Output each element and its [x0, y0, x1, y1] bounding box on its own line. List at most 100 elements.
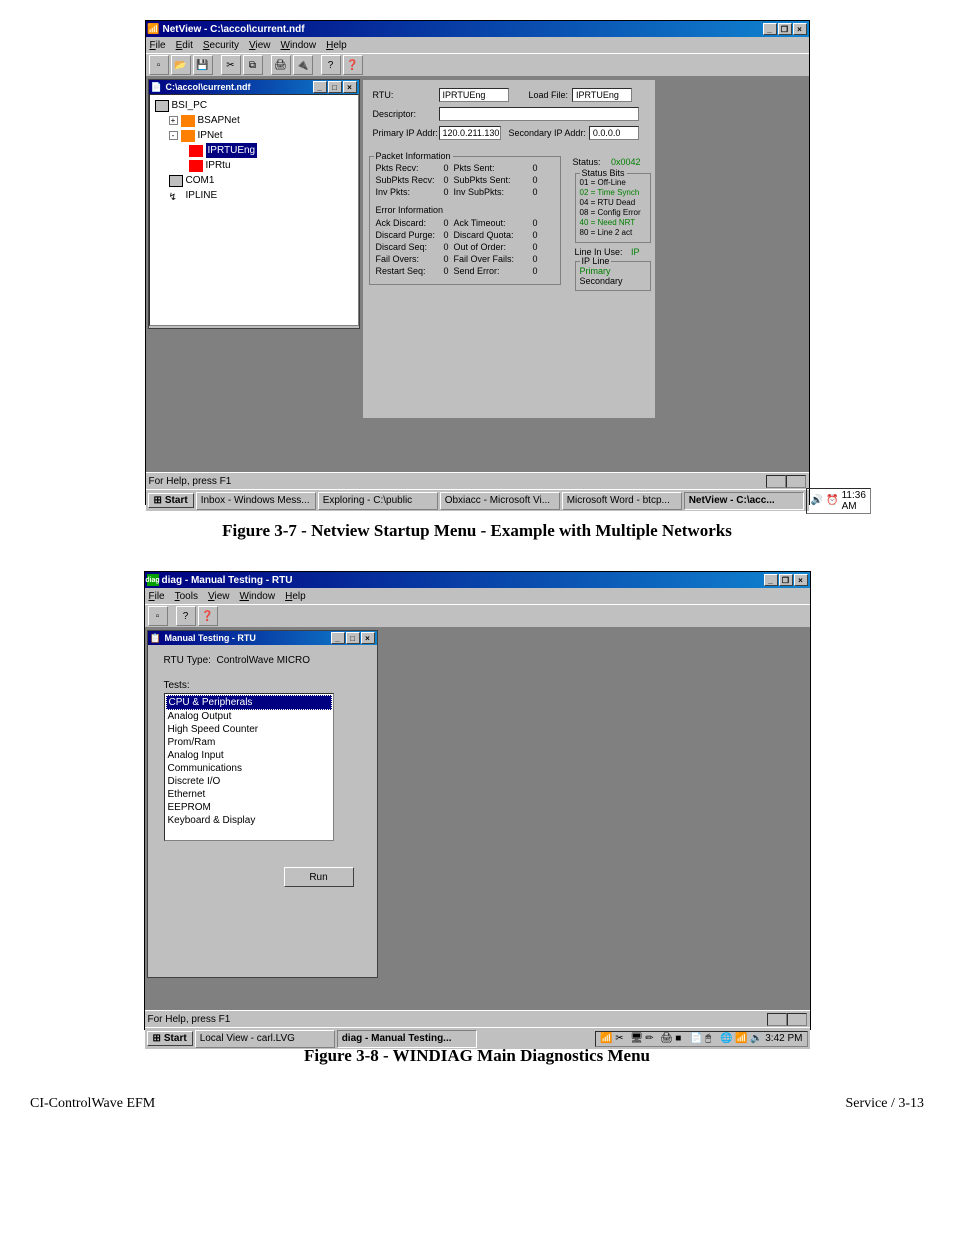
- tests-listbox[interactable]: CPU & PeripheralsAnalog OutputHigh Speed…: [164, 693, 334, 841]
- menu-help[interactable]: Help: [285, 591, 306, 602]
- minimize-button[interactable]: _: [763, 23, 777, 35]
- menu-file[interactable]: File: [149, 591, 165, 602]
- rtu-type-label: RTU Type:: [164, 655, 211, 666]
- task-obxiacc[interactable]: Obxiacc - Microsoft Vi...: [440, 492, 560, 510]
- tree-body[interactable]: BSI_PC +BSAPNet -IPNet IPRTUEng IPRtu CO…: [149, 94, 359, 326]
- task-netview[interactable]: NetView - C:\acc...: [684, 492, 804, 510]
- menu-view[interactable]: View: [249, 40, 271, 51]
- line-icon: ↯: [169, 190, 183, 202]
- start-button[interactable]: ⊞ Start: [148, 493, 194, 508]
- test-item[interactable]: EEPROM: [166, 801, 332, 814]
- tree-node-ipnet[interactable]: -IPNet: [153, 128, 355, 143]
- diag-close[interactable]: ×: [794, 574, 808, 586]
- diag-screenshot: diag diag - Manual Testing - RTU _ ❐ × F…: [25, 571, 929, 1030]
- tree-max[interactable]: □: [328, 81, 342, 93]
- tool-copy[interactable]: ⧉: [243, 55, 263, 75]
- diag-taskbar: ⊞ Start Local View - carl.LVG diag - Man…: [145, 1027, 810, 1049]
- pc-icon: [155, 100, 169, 112]
- rtu-window: RTU: IPRTUEng Load File: IPRTUEng Descri…: [362, 79, 656, 419]
- tray-icon[interactable]: 🌐: [720, 1033, 732, 1045]
- com-icon: [169, 175, 183, 187]
- menu-help[interactable]: Help: [326, 40, 347, 51]
- desc-field[interactable]: [439, 107, 639, 121]
- tray-icon[interactable]: 🖱: [705, 1033, 717, 1045]
- menu-file[interactable]: File: [150, 40, 166, 51]
- loadfile-field[interactable]: IPRTUEng: [572, 88, 632, 102]
- tray-icon[interactable]: 📶: [600, 1033, 612, 1045]
- test-item[interactable]: Discrete I/O: [166, 775, 332, 788]
- test-item[interactable]: Ethernet: [166, 788, 332, 801]
- menu-tools[interactable]: Tools: [175, 591, 198, 602]
- test-item[interactable]: Analog Input: [166, 749, 332, 762]
- menu-edit[interactable]: Edit: [176, 40, 193, 51]
- menu-window[interactable]: Window: [240, 591, 276, 602]
- tray-icon[interactable]: 🔊: [811, 495, 823, 506]
- tool-new[interactable]: ▫: [148, 606, 168, 626]
- menu-window[interactable]: Window: [281, 40, 317, 51]
- tree-min[interactable]: _: [313, 81, 327, 93]
- tray-icon[interactable]: 📄: [690, 1033, 702, 1045]
- clock: 3:42 PM: [765, 1033, 802, 1044]
- collapse-icon[interactable]: -: [169, 131, 178, 140]
- tray-icon[interactable]: 🖨: [660, 1033, 672, 1045]
- tree-node-ipline[interactable]: ↯IPLINE: [153, 188, 355, 203]
- diag-restore[interactable]: ❐: [779, 574, 793, 586]
- tool-cut[interactable]: ✂: [221, 55, 241, 75]
- diag-app-icon: diag: [147, 574, 159, 586]
- tray-icon[interactable]: 🖥: [630, 1033, 642, 1045]
- tool-open[interactable]: 📂: [171, 55, 191, 75]
- test-item[interactable]: Analog Output: [166, 710, 332, 723]
- tool-help[interactable]: ?: [321, 55, 341, 75]
- tool-save[interactable]: 💾: [193, 55, 213, 75]
- task-localview[interactable]: Local View - carl.LVG: [195, 1030, 335, 1048]
- test-item[interactable]: CPU & Peripherals: [166, 695, 332, 710]
- maximize-button[interactable]: ❐: [778, 23, 792, 35]
- tool-print[interactable]: 🖨: [271, 55, 291, 75]
- tree-node-iprtu[interactable]: IPRtu: [153, 158, 355, 173]
- tree-node-pc[interactable]: BSI_PC: [153, 98, 355, 113]
- tray-icon[interactable]: ✏: [645, 1033, 657, 1045]
- tool-context[interactable]: ❓: [343, 55, 363, 75]
- task-diag[interactable]: diag - Manual Testing...: [337, 1030, 477, 1048]
- tree-node-iprtueng[interactable]: IPRTUEng: [153, 143, 355, 158]
- test-item[interactable]: Prom/Ram: [166, 736, 332, 749]
- task-explorer[interactable]: Exploring - C:\public: [318, 492, 438, 510]
- menu-security[interactable]: Security: [203, 40, 239, 51]
- error-info-label: Error Information: [376, 205, 554, 215]
- tool-help[interactable]: ?: [176, 606, 196, 626]
- secondary-label: Secondary: [580, 276, 646, 286]
- mt-max[interactable]: □: [346, 632, 360, 644]
- expand-icon[interactable]: +: [169, 116, 178, 125]
- sip-label: Secondary IP Addr:: [509, 128, 586, 138]
- tray-icon[interactable]: 📶: [735, 1033, 747, 1045]
- run-button[interactable]: Run: [284, 867, 354, 887]
- tree-node-com1[interactable]: COM1: [153, 173, 355, 188]
- tool-context[interactable]: ❓: [198, 606, 218, 626]
- tray-icon[interactable]: 🔊: [750, 1033, 762, 1045]
- tool-new[interactable]: ▫: [149, 55, 169, 75]
- tray-icon[interactable]: ✂: [615, 1033, 627, 1045]
- mt-min[interactable]: _: [331, 632, 345, 644]
- pip-field[interactable]: 120.0.211.130: [439, 126, 501, 140]
- task-inbox[interactable]: Inbox - Windows Mess...: [196, 492, 316, 510]
- task-word[interactable]: Microsoft Word - btcp...: [562, 492, 682, 510]
- close-button[interactable]: ×: [793, 23, 807, 35]
- diag-tray: 📶 ✂ 🖥 ✏ 🖨 ■ 📄 🖱 🌐 📶 🔊 3:42 PM: [595, 1031, 807, 1047]
- mt-close[interactable]: ×: [361, 632, 375, 644]
- tree-node-bsapnet[interactable]: +BSAPNet: [153, 113, 355, 128]
- test-item[interactable]: Communications: [166, 762, 332, 775]
- start-button[interactable]: ⊞ Start: [147, 1031, 193, 1046]
- tray-icon[interactable]: ⏰: [826, 495, 838, 506]
- pip-label: Primary IP Addr:: [373, 128, 439, 138]
- menu-view[interactable]: View: [208, 591, 230, 602]
- sip-field[interactable]: 0.0.0.0: [589, 126, 639, 140]
- tray-icon[interactable]: ■: [675, 1033, 687, 1045]
- test-item[interactable]: Keyboard & Display: [166, 814, 332, 827]
- diag-min[interactable]: _: [764, 574, 778, 586]
- tool-node[interactable]: 🔌: [293, 55, 313, 75]
- tree-close[interactable]: ×: [343, 81, 357, 93]
- status-value: 0x0042: [611, 157, 641, 167]
- diag-title: diag - Manual Testing - RTU: [162, 575, 764, 586]
- test-item[interactable]: High Speed Counter: [166, 723, 332, 736]
- line-value: IP: [631, 247, 640, 257]
